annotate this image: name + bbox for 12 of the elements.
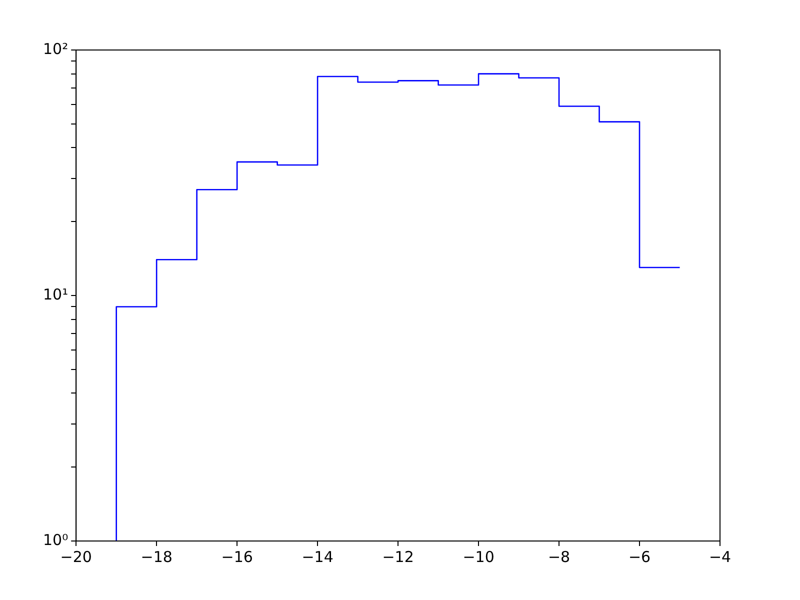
x-tick-label: −18 (140, 548, 172, 566)
x-tick-label: −8 (548, 548, 570, 566)
x-tick-label: −20 (60, 548, 92, 566)
y-tick-label: 10¹ (42, 285, 68, 304)
x-tick-label: −12 (382, 548, 414, 566)
x-tick-label: −4 (708, 548, 732, 566)
x-tick-label: −14 (302, 548, 334, 566)
y-tick-label: 10⁰ (42, 530, 68, 549)
x-tick-label: −6 (628, 548, 651, 566)
x-tick-label: −10 (462, 548, 494, 566)
y-tick-label: 10² (42, 40, 68, 58)
x-tick-label: −16 (221, 548, 253, 566)
